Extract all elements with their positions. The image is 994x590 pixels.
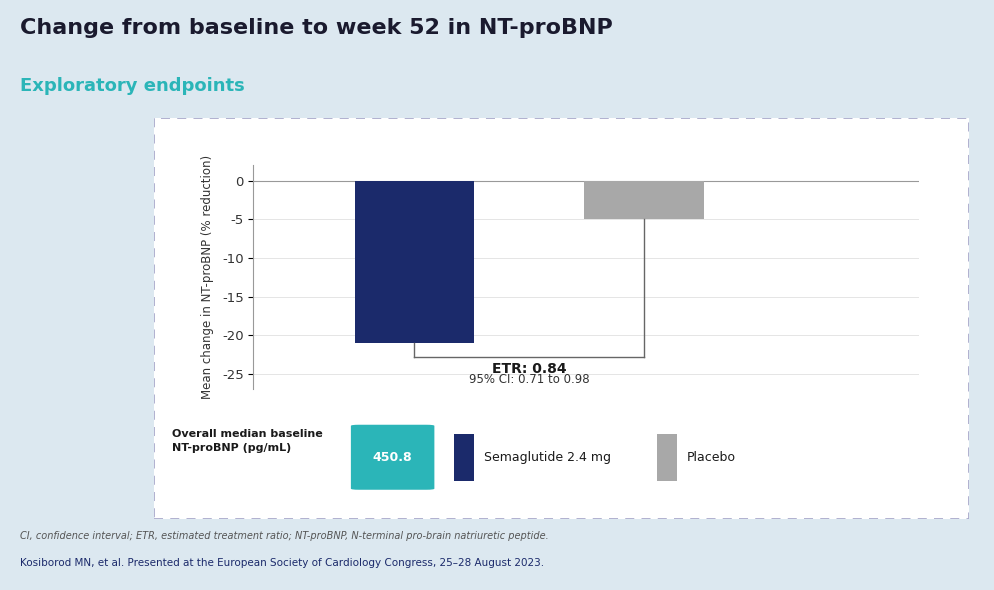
FancyBboxPatch shape — [657, 434, 677, 481]
Text: 95% CI: 0.71 to 0.98: 95% CI: 0.71 to 0.98 — [469, 373, 589, 386]
Text: Overall median baseline
NT-proBNP (pg/mL): Overall median baseline NT-proBNP (pg/mL… — [172, 430, 323, 453]
FancyBboxPatch shape — [351, 425, 434, 490]
FancyBboxPatch shape — [454, 434, 474, 481]
Text: Change from baseline to week 52 in NT-proBNP: Change from baseline to week 52 in NT-pr… — [20, 18, 612, 38]
Bar — [355, 181, 474, 343]
Text: 450.8: 450.8 — [373, 451, 413, 464]
Y-axis label: Mean change in NT-proBNP (% reduction): Mean change in NT-proBNP (% reduction) — [201, 155, 214, 399]
Text: Kosiborod MN, et al. Presented at the European Society of Cardiology Congress, 2: Kosiborod MN, et al. Presented at the Eu… — [20, 558, 544, 568]
Text: CI, confidence interval; ETR, estimated treatment ratio; NT-proBNP, N-terminal p: CI, confidence interval; ETR, estimated … — [20, 531, 549, 541]
Text: ETR: 0.84: ETR: 0.84 — [492, 362, 567, 376]
Text: Exploratory endpoints: Exploratory endpoints — [20, 77, 245, 95]
Text: Placebo: Placebo — [687, 451, 736, 464]
Text: Semaglutide 2.4 mg: Semaglutide 2.4 mg — [484, 451, 610, 464]
Bar — [584, 181, 704, 219]
